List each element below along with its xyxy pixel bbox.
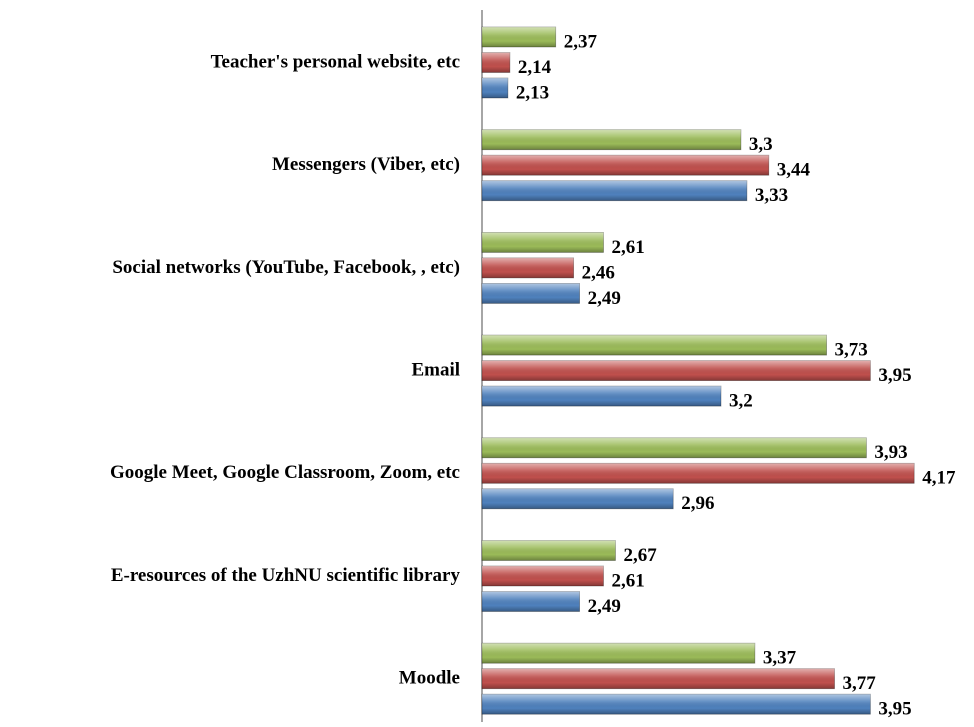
bar [481, 334, 827, 356]
bar [481, 462, 915, 484]
bar [481, 360, 871, 382]
category-label: Messengers (Viber, etc) [272, 154, 460, 175]
bar [481, 180, 748, 202]
value-label: 4,17 [922, 468, 956, 489]
value-label: 3,93 [874, 442, 907, 463]
bar [481, 154, 770, 176]
value-label: 3,3 [749, 134, 773, 155]
bar [481, 385, 722, 407]
value-label: 2,67 [623, 545, 657, 566]
bar [481, 26, 557, 48]
value-label: 2,96 [681, 493, 714, 514]
bar [481, 668, 835, 690]
bar [481, 693, 871, 715]
value-label: 2,14 [518, 57, 552, 78]
value-label: 2,49 [588, 288, 621, 309]
category-label: Teacher's personal website, etc [211, 51, 460, 72]
bar [481, 77, 509, 99]
bar [481, 282, 580, 304]
value-label: 3,95 [878, 699, 911, 720]
value-label: 3,37 [763, 648, 797, 669]
value-label: 3,2 [729, 390, 753, 411]
category-label: E-resources of the UzhNU scientific libr… [111, 565, 461, 586]
value-label: 3,33 [755, 185, 788, 206]
bar [481, 540, 616, 561]
value-label: 2,61 [611, 237, 644, 258]
category-label: Moodle [399, 668, 460, 689]
value-label: 2,37 [564, 31, 598, 52]
bar [481, 231, 604, 253]
value-label: 3,73 [835, 339, 868, 360]
bar [481, 591, 580, 612]
value-label: 3,44 [777, 160, 811, 181]
bar [481, 437, 867, 459]
bar [481, 488, 674, 510]
value-label: 2,49 [588, 596, 621, 617]
bar [481, 129, 742, 151]
category-label: Google Meet, Google Classroom, Zoom, etc [110, 462, 460, 483]
bar [481, 642, 756, 664]
bar [481, 257, 575, 279]
value-label: 2,61 [611, 570, 644, 591]
category-label: Email [411, 359, 460, 380]
value-label: 3,77 [843, 673, 877, 694]
category-label: Social networks (YouTube, Facebook, , et… [112, 257, 460, 278]
bar [481, 52, 511, 73]
bar [481, 565, 604, 587]
value-label: 3,95 [878, 365, 911, 386]
value-label: 2,13 [516, 82, 549, 103]
value-label: 2,46 [582, 262, 615, 283]
